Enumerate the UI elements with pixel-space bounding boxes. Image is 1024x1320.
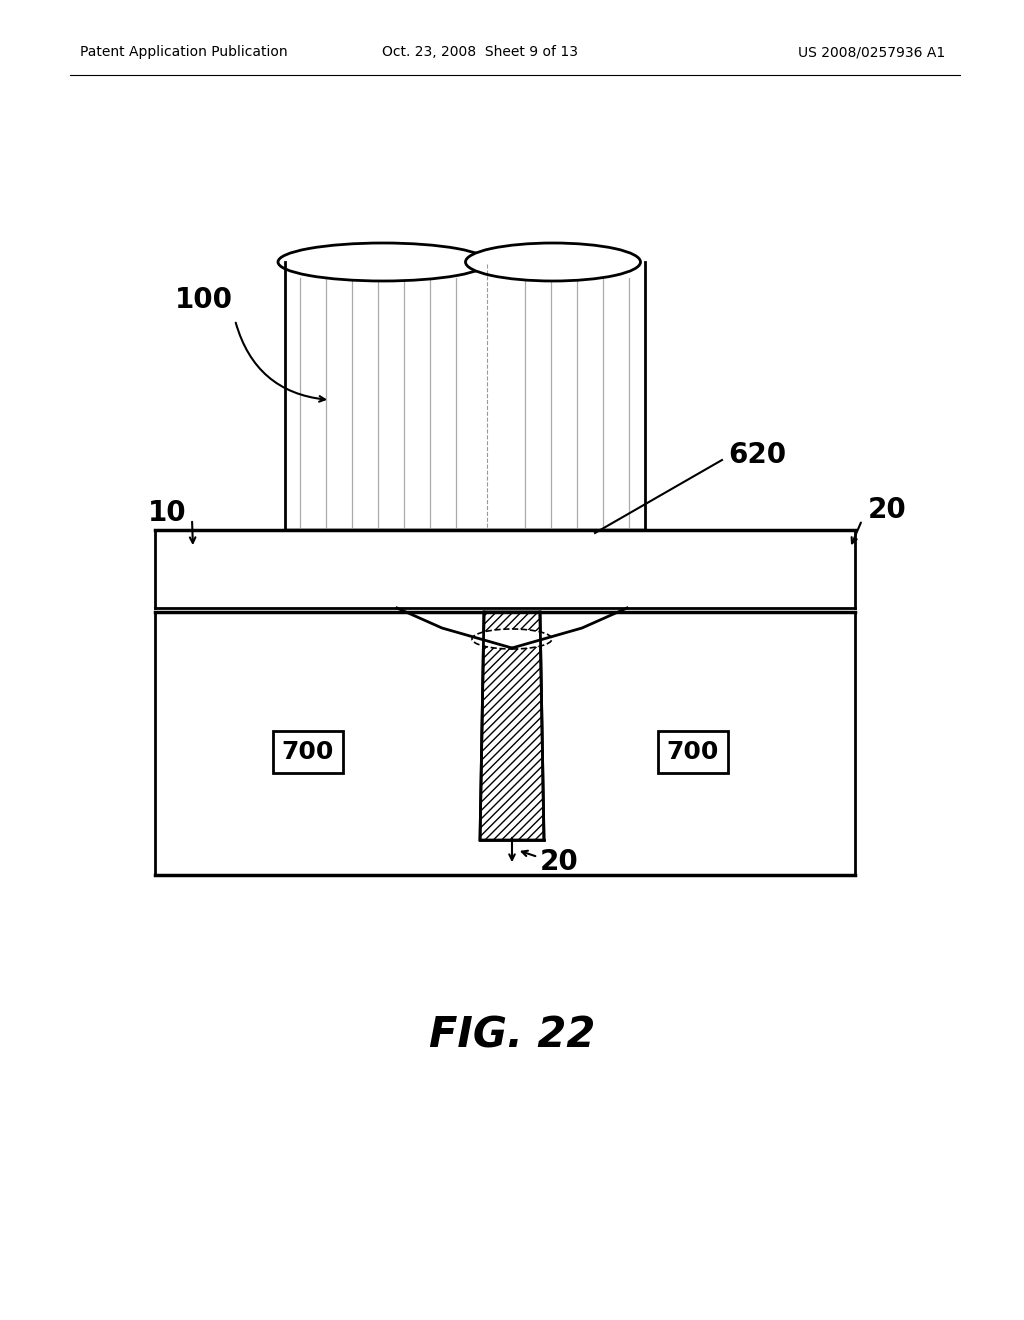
Bar xyxy=(285,240,645,531)
Text: Patent Application Publication: Patent Application Publication xyxy=(80,45,288,59)
Text: 10: 10 xyxy=(148,499,186,527)
Text: 100: 100 xyxy=(175,286,233,314)
Polygon shape xyxy=(397,531,627,648)
Text: 20: 20 xyxy=(540,847,579,876)
Ellipse shape xyxy=(278,243,488,281)
Text: 20: 20 xyxy=(868,496,906,524)
Polygon shape xyxy=(155,531,397,609)
Polygon shape xyxy=(155,612,855,875)
Text: Oct. 23, 2008  Sheet 9 of 13: Oct. 23, 2008 Sheet 9 of 13 xyxy=(382,45,578,59)
Ellipse shape xyxy=(466,243,640,281)
Text: US 2008/0257936 A1: US 2008/0257936 A1 xyxy=(798,45,945,59)
Polygon shape xyxy=(627,531,855,609)
Text: 620: 620 xyxy=(728,441,786,469)
Text: FIG. 22: FIG. 22 xyxy=(429,1014,595,1056)
Ellipse shape xyxy=(472,630,552,649)
Text: 700: 700 xyxy=(282,741,334,764)
Polygon shape xyxy=(480,612,544,840)
Text: 700: 700 xyxy=(667,741,719,764)
